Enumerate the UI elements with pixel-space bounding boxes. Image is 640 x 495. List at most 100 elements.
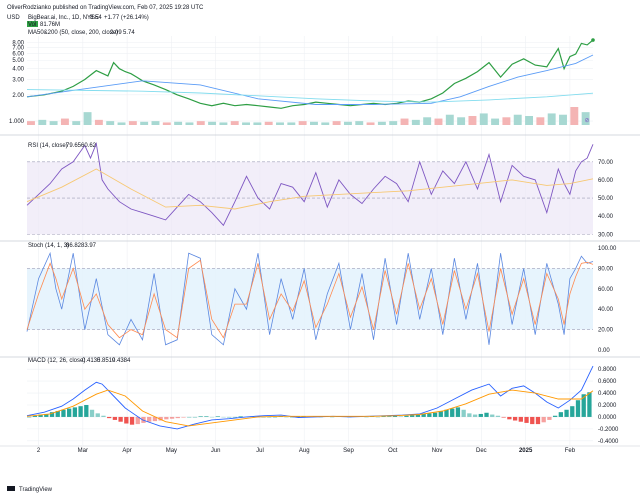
volume-bar (140, 121, 149, 125)
volume-bar (321, 122, 330, 125)
ma50-legend-value: 2.09 (110, 30, 122, 36)
macd-tick-label: 0.0000 (598, 415, 617, 421)
macd-histogram-bar (404, 415, 409, 417)
macd-histogram-bar (541, 416, 546, 423)
macd-histogram-bar (129, 416, 135, 425)
macd-signal-line (26, 389, 594, 427)
rsi-tick-label: 30.00 (598, 232, 614, 238)
volume-bar (434, 118, 443, 125)
macd-histogram-bar (455, 407, 461, 417)
volume-label: Vol (28, 22, 36, 28)
macd-signal-legend-value: 0.4384 (112, 358, 131, 364)
volume-bar (423, 117, 432, 125)
volume-bar (502, 117, 511, 125)
x-tick-label: Nov (432, 448, 443, 454)
volume-bar (491, 118, 500, 125)
volume-bar (570, 107, 579, 125)
macd-histogram-bar (164, 416, 169, 420)
macd-histogram-bar (124, 416, 129, 424)
macd-histogram-bar (472, 414, 478, 417)
macd-histogram-bar (175, 416, 180, 419)
macd-histogram-bar (49, 412, 55, 417)
volume-bar (559, 114, 567, 125)
x-tick-label: 2025 (519, 448, 533, 454)
volume-bar (287, 122, 296, 125)
macd-tick-label: 0.2000 (598, 403, 617, 409)
macd-histogram-bar (432, 412, 438, 417)
macd-histogram-bar (461, 409, 466, 417)
volume-bar (479, 113, 488, 125)
macd-histogram-bar (215, 416, 220, 417)
volume-bar (310, 121, 318, 125)
x-tick-label: Sep (343, 448, 354, 454)
macd-histogram-bar (438, 410, 443, 417)
volume-bar (117, 122, 126, 125)
earnings-marker: ⊘ (584, 118, 589, 124)
price-change: +1.77 (+26.14%) (104, 15, 149, 21)
x-tick-label: Feb (565, 448, 576, 454)
ma50-line (26, 54, 594, 105)
macd-histogram-bar (381, 416, 386, 417)
price-tick-label: 7.00 (12, 46, 24, 52)
macd-histogram-bar (547, 416, 552, 420)
macd-histogram-bar (564, 409, 569, 417)
macd-tick-label: -0.4000 (598, 439, 619, 445)
stoch-tick-label: 0.00 (598, 348, 610, 354)
volume-bar (230, 121, 239, 125)
macd-histogram-bar (55, 410, 60, 417)
macd-histogram-bar (107, 416, 112, 419)
last-price: 8.54 (90, 15, 102, 21)
macd-line-legend-value: 0.8519 (97, 358, 116, 364)
macd-histogram-bar (570, 406, 575, 417)
volume-bar (185, 122, 194, 125)
ma-legend-title: MA50&200 (50, close, 200, close) (28, 30, 118, 36)
macd-histogram-bar (181, 416, 186, 418)
rsi-line (26, 141, 594, 227)
volume-bar (72, 121, 81, 125)
rsi-tick-label: 60.00 (598, 178, 614, 184)
macd-histogram-bar (530, 416, 535, 425)
macd-histogram-bar (524, 416, 529, 423)
macd-histogram-bar (495, 415, 501, 417)
macd-histogram-bar (415, 414, 421, 417)
macd-histogram-bar (478, 413, 483, 417)
macd-histogram-bar (84, 404, 89, 417)
macd-histogram-bar (507, 416, 512, 420)
volume-bar (389, 121, 398, 125)
rsi-ma-legend-value: 60.62 (81, 143, 97, 149)
rsi_ma-line (26, 168, 594, 210)
macd-histogram-bar (38, 414, 43, 417)
macd-histogram-bar (410, 415, 415, 417)
tradingview-logo: TradingView (7, 486, 53, 493)
rsi-legend-value: 79.65 (66, 143, 82, 149)
volume-bar (83, 112, 92, 125)
stoch-d-legend-value: 83.97 (81, 243, 97, 249)
macd-histogram-bar (490, 414, 495, 417)
macd-legend-title: MACD (12, 26, close) (28, 358, 85, 364)
macd-histogram-bar (558, 412, 563, 417)
marks-layer (26, 38, 595, 430)
macd-histogram-bar (512, 416, 518, 421)
macd-histogram-bar (238, 416, 243, 417)
macd-tick-label: 0.6000 (598, 379, 617, 385)
macd-histogram-bar (518, 416, 523, 422)
stoch-tick-label: 20.00 (598, 328, 614, 334)
x-tick-label: Aug (299, 448, 310, 454)
macd-histogram-bar (581, 394, 586, 417)
price-tick-label: 6.00 (12, 51, 24, 57)
stoch-tick-label: 40.00 (598, 307, 614, 313)
macd-histogram-bar (152, 416, 158, 422)
macd-histogram-bar (32, 415, 38, 417)
x-tick-label: 2 (37, 448, 41, 454)
volume-bar (377, 121, 386, 125)
x-tick-label: May (166, 448, 177, 454)
macd-histogram-bar (198, 416, 203, 417)
x-tick-label: Apr (122, 448, 131, 454)
macd-histogram-bar (101, 415, 106, 417)
stoch-tick-label: 60.00 (598, 287, 614, 293)
macd-histogram-bar (444, 409, 449, 417)
macd-histogram-bar (61, 409, 66, 417)
macd-histogram-bar (427, 413, 432, 417)
macd-histogram-bar (552, 415, 558, 417)
ma200-line (26, 89, 594, 103)
